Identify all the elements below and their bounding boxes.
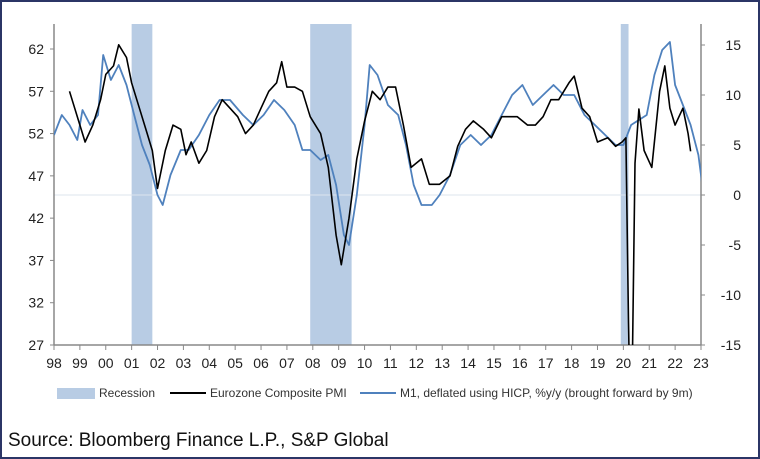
- x-tick-label: 21: [641, 355, 657, 371]
- right-tick-label: 0: [733, 187, 741, 203]
- pmi-line-swatch: [170, 392, 206, 394]
- x-tick-label: 06: [253, 355, 269, 371]
- recession-swatch: [57, 387, 95, 399]
- x-tick-label: 23: [693, 355, 709, 371]
- left-tick-label: 62: [28, 41, 44, 57]
- left-tick-label: 32: [28, 295, 44, 311]
- left-tick-label: 57: [28, 83, 44, 99]
- right-tick-label: -10: [721, 287, 741, 303]
- legend-label: Recession: [99, 386, 156, 400]
- x-tick-label: 13: [434, 355, 450, 371]
- left-tick-label: 37: [28, 252, 44, 268]
- x-tick-label: 15: [486, 355, 502, 371]
- legend-recession: Recession: [57, 386, 155, 400]
- right-tick-label: 15: [725, 37, 741, 53]
- left-tick-label: 47: [28, 168, 44, 184]
- x-tick-label: 02: [150, 355, 166, 371]
- x-tick-label: 18: [564, 355, 580, 371]
- x-tick-label: 20: [616, 355, 632, 371]
- x-tick-label: 03: [176, 355, 192, 371]
- x-tick-label: 07: [279, 355, 295, 371]
- x-tick-label: 14: [460, 355, 476, 371]
- right-tick-label: 5: [733, 137, 741, 153]
- legend-pmi: Eurozone Composite PMI: [170, 386, 347, 400]
- legend-m1: M1, deflated using HICP, %y/y (brought f…: [360, 386, 693, 400]
- x-tick-label: 19: [590, 355, 606, 371]
- x-tick-label: 17: [538, 355, 554, 371]
- right-tick-label: -15: [721, 337, 741, 353]
- legend-label: M1, deflated using HICP, %y/y (brought f…: [400, 386, 693, 400]
- x-tick-label: 22: [667, 355, 683, 371]
- left-tick-label: 52: [28, 126, 44, 142]
- left-tick-label: 42: [28, 210, 44, 226]
- right-tick-label: -5: [729, 237, 742, 253]
- x-tick-label: 01: [124, 355, 140, 371]
- right-tick-label: 10: [725, 87, 741, 103]
- x-tick-label: 16: [512, 355, 528, 371]
- left-tick-label: 27: [28, 337, 44, 353]
- m1-line-swatch: [360, 392, 396, 394]
- recession-band: [131, 24, 153, 345]
- x-tick-label: 09: [331, 355, 347, 371]
- legend: Recession Eurozone Composite PMI M1, def…: [2, 386, 758, 404]
- x-tick-label: 99: [72, 355, 88, 371]
- recession-band: [620, 24, 629, 345]
- x-tick-label: 04: [201, 355, 217, 371]
- x-tick-label: 11: [383, 355, 398, 371]
- x-tick-label: 98: [46, 355, 62, 371]
- x-tick-label: 08: [305, 355, 321, 371]
- source-note: Source: Bloomberg Finance L.P., S&P Glob…: [8, 430, 389, 451]
- x-tick-label: 05: [227, 355, 243, 371]
- x-tick-label: 00: [98, 355, 114, 371]
- x-tick-label: 10: [357, 355, 373, 371]
- pmi-series-line: [68, 43, 692, 345]
- x-tick-label: 12: [409, 355, 425, 371]
- legend-label: Eurozone Composite PMI: [210, 386, 347, 400]
